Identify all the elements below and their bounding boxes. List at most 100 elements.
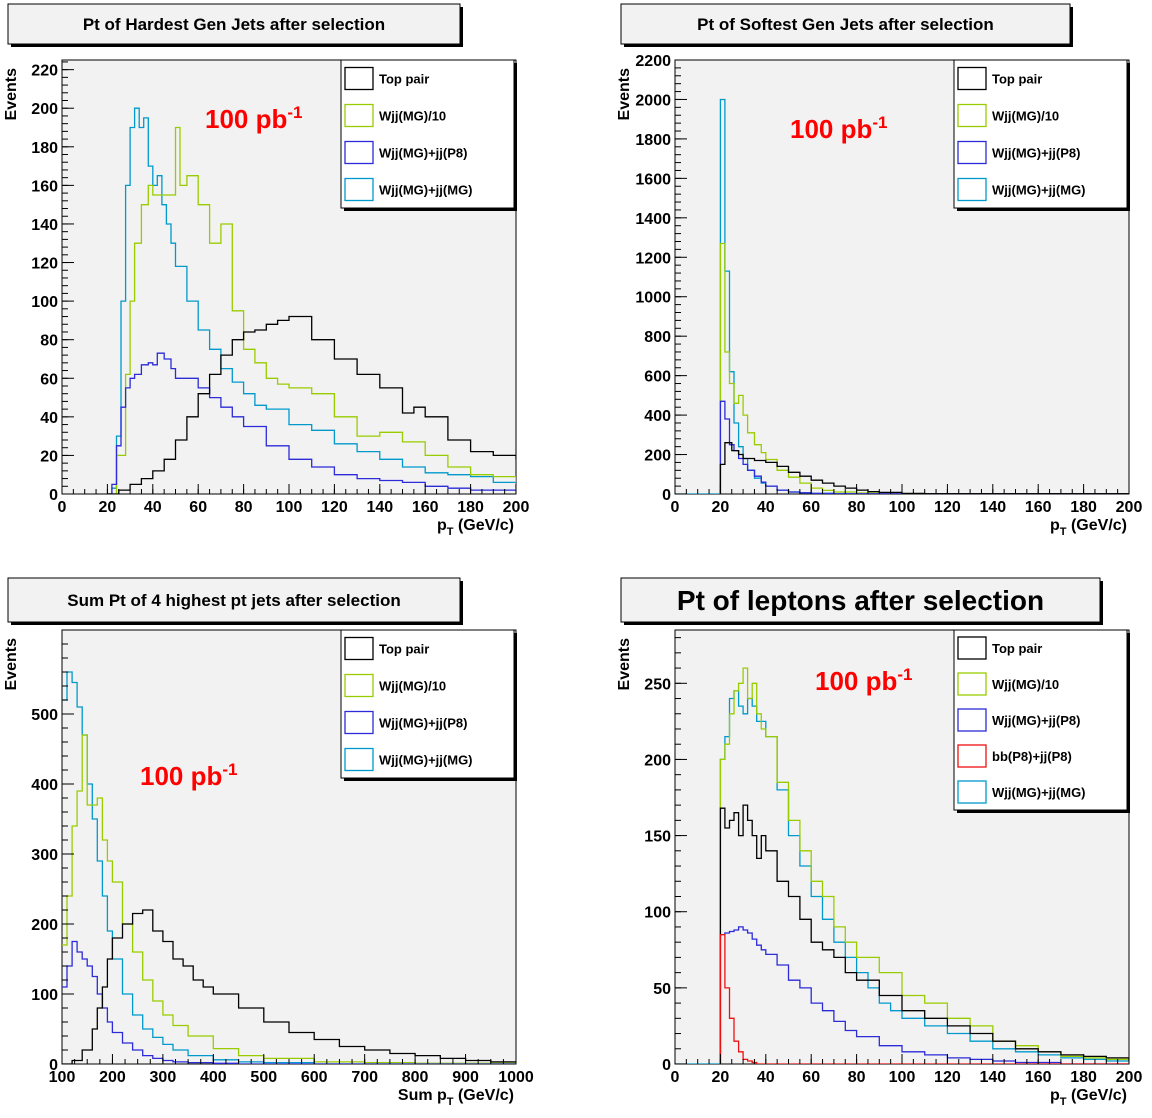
legend-entry: Top pair [992,641,1042,656]
y-tick-label: 600 [644,369,671,386]
luminosity-label: 100 pb-1 [140,760,238,791]
legend-swatch [344,673,374,698]
chart-panel-2: Pt of Softest Gen Jets after selection 0 2… [616,3,1143,538]
x-tick-label: 120 [321,499,348,516]
x-tick-label: 300 [150,1069,177,1086]
legend-swatch [957,780,987,804]
x-axis-label-main: Sum p [398,1087,447,1104]
x-tick-label: 20 [99,499,117,516]
legend-entry: Wjj(MG)/10 [379,679,446,694]
legend-entry: Wjj(MG)+jj(MG) [379,183,473,198]
luminosity-label: 100 pb-1 [205,103,303,134]
x-tick-label: 20 [712,499,730,516]
y-tick-label: 100 [31,294,58,311]
x-axis-label-main: p [1050,517,1060,534]
series-line-top [719,804,1129,1064]
legend-swatch [344,66,374,91]
legend-entry: Wjj(MG)+jj(P8) [379,146,467,161]
legend-box [340,629,515,779]
x-axis-label-unit: (GeV/c) [454,1087,514,1104]
luminosity-value: 100 pb [790,114,872,144]
x-axis-label-main: p [437,517,447,534]
legend-swatch [957,66,987,91]
x-tick-label: 120 [934,1069,961,1086]
x-tick-label: 100 [49,1069,76,1086]
x-tick-label: 60 [802,1069,820,1086]
legend-entry: Top pair [992,72,1042,87]
x-axis-label-sub: T [447,1096,454,1108]
y-tick-label: 500 [31,707,58,724]
y-tick-label: 1600 [635,171,671,188]
x-tick-label: 800 [402,1069,429,1086]
legend-swatch [344,636,374,661]
series-line-top [107,315,516,494]
series-line-p8 [62,940,516,1064]
legend-box [340,59,515,209]
x-tick-label: 700 [351,1069,378,1086]
title-box [7,3,461,45]
legend-box [953,59,1128,209]
legend-swatch [957,177,987,202]
legend-swatch [344,710,374,735]
y-tick-label: 250 [644,676,671,693]
x-axis-label: pT (GeV/c) [437,517,514,538]
x-tick-label: 200 [1116,1069,1143,1086]
y-tick-label: 1200 [635,250,671,267]
series-line-mg [107,107,516,494]
y-tick-label: 2000 [635,92,671,109]
x-axis-label-sub: T [1060,1096,1067,1108]
x-axis-label-unit: (GeV/c) [1067,1087,1127,1104]
y-tick-label: 20 [40,448,58,465]
x-tick-label: 0 [671,1069,680,1086]
x-tick-label: 40 [757,1069,775,1086]
x-axis-label: Sum pT (GeV/c) [398,1087,514,1108]
luminosity-label: 100 pb-1 [815,665,913,696]
x-tick-label: 100 [889,499,916,516]
y-tick-label: 200 [644,752,671,769]
luminosity-value: 100 pb [140,761,222,791]
y-tick-label: 800 [644,329,671,346]
y-tick-label: 400 [644,408,671,425]
y-tick-label: 180 [31,140,58,157]
y-tick-label: 0 [49,487,58,504]
y-tick-label: 0 [662,487,671,504]
x-tick-label: 40 [757,499,775,516]
x-tick-label: 0 [58,499,67,516]
x-tick-label: 20 [712,1069,730,1086]
legend-swatch [957,140,987,165]
x-tick-label: 1000 [498,1069,534,1086]
legend-box [953,629,1128,811]
legend-entry: Top pair [379,72,429,87]
title-box [620,577,1101,623]
chart-panel-1: Pt of Hardest Gen Jets after selection 0 2… [3,3,529,538]
legend-entry: Wjj(MG)+jj(MG) [379,753,473,768]
y-tick-label: 200 [31,917,58,934]
y-tick-label: 300 [31,847,58,864]
x-tick-label: 180 [1070,499,1097,516]
x-tick-label: 160 [1025,499,1052,516]
legend-entry: Wjj(MG)+jj(P8) [992,146,1080,161]
x-tick-label: 200 [1116,499,1143,516]
legend-entry: Wjj(MG)/10 [992,677,1059,692]
chart-title: Pt of Hardest Gen Jets after selection [83,15,385,34]
luminosity-exponent: -1 [872,113,887,132]
y-tick-label: 140 [31,217,58,234]
x-tick-label: 0 [671,499,680,516]
y-tick-label: 100 [644,905,671,922]
x-tick-label: 160 [1025,1069,1052,1086]
legend-swatch [957,708,987,732]
x-tick-label: 200 [99,1069,126,1086]
title-box [620,3,1071,45]
legend-swatch [344,747,374,772]
x-tick-label: 140 [979,1069,1006,1086]
legend-swatch [344,140,374,165]
legend-entry: Wjj(MG)+jj(MG) [992,183,1086,198]
y-tick-label: 0 [662,1057,671,1074]
x-tick-label: 40 [144,499,162,516]
luminosity-exponent: -1 [287,103,302,122]
y-tick-label: 1000 [635,290,671,307]
legend-entry: bb(P8)+jj(P8) [992,749,1072,764]
y-tick-label: 220 [31,63,58,80]
x-axis-label: pT (GeV/c) [1050,1087,1127,1108]
